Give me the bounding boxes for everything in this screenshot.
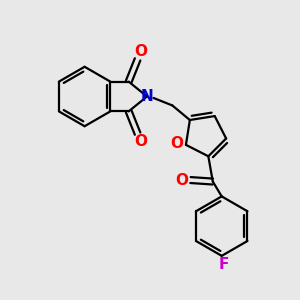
Text: O: O bbox=[170, 136, 183, 151]
Text: O: O bbox=[134, 134, 147, 149]
Text: N: N bbox=[141, 89, 153, 104]
Text: O: O bbox=[176, 172, 189, 188]
Text: O: O bbox=[134, 44, 147, 59]
Text: F: F bbox=[219, 257, 229, 272]
